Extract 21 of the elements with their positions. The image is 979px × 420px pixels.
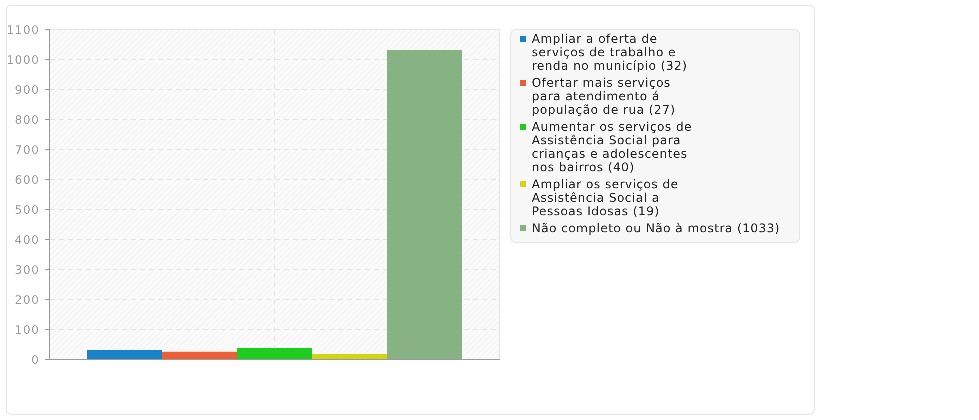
y-tick-label: 0 xyxy=(32,353,40,368)
legend-label: Ampliar os serviços de Assistência Social a Pessoas Idosas (19) xyxy=(532,178,679,218)
bar xyxy=(88,350,162,360)
y-tick-label: 300 xyxy=(15,263,40,278)
y-tick-label: 500 xyxy=(15,203,40,218)
y-tick-label: 100 xyxy=(15,323,40,338)
y-tick-label: 800 xyxy=(15,113,40,128)
y-tick-label: 400 xyxy=(15,233,40,248)
y-tick-label: 700 xyxy=(15,143,40,158)
legend-label: Ampliar a oferta de serviços de trabalho e renda no município (32) xyxy=(532,32,688,73)
y-tick-label: 900 xyxy=(15,83,40,98)
y-tick-label: 1100 xyxy=(6,23,40,38)
bar xyxy=(388,50,462,360)
y-tick-label: 1000 xyxy=(6,53,40,68)
bar xyxy=(162,352,238,360)
bar xyxy=(238,348,312,360)
legend-label: Não completo ou Não à mostra (1033) xyxy=(532,222,780,236)
legend-label: Aumentar os serviços de Assistência Social para crianças e adolescentes nos bairros (40) xyxy=(532,120,692,174)
y-tick-label: 600 xyxy=(15,173,40,188)
legend-label: Ofertar mais serviços para atendimento á população de rua (27) xyxy=(532,76,676,117)
y-tick-label: 200 xyxy=(15,293,40,308)
